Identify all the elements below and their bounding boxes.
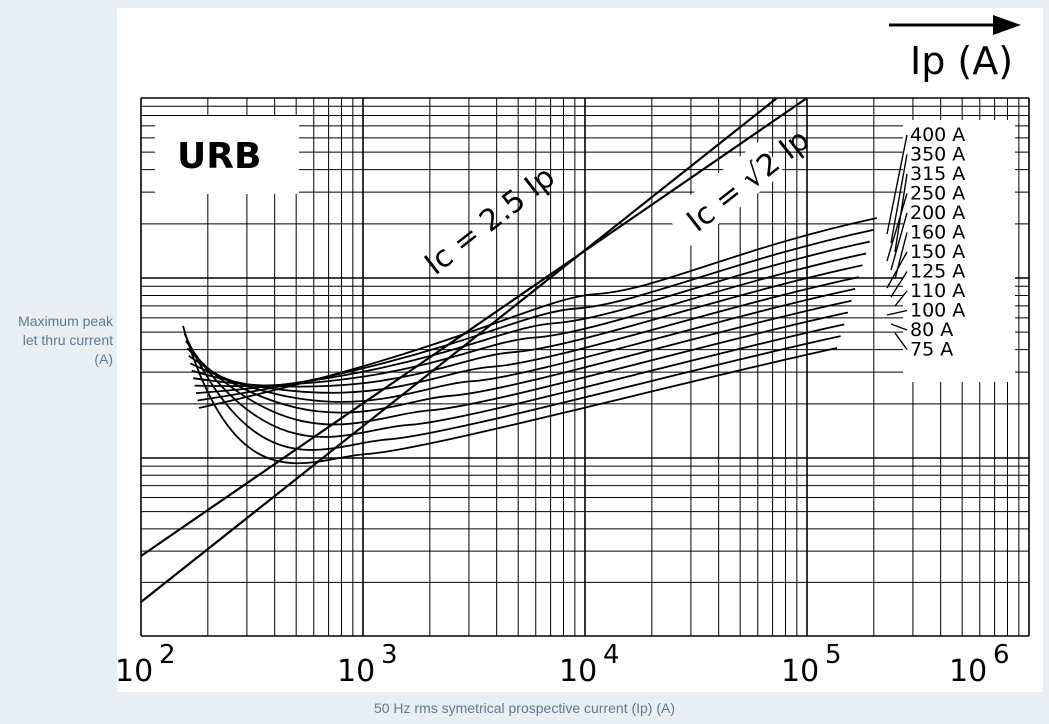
series-leader	[890, 271, 908, 298]
series-leader	[886, 134, 908, 235]
label-backdrop	[903, 120, 1015, 382]
title-box	[155, 116, 299, 194]
series-leader	[886, 193, 908, 262]
reference-line-label: Ic = √2 Ip	[680, 122, 816, 239]
fuse-curve	[193, 264, 863, 388]
chart-card: Ic = 2.5 Ip Ic = √2 Ip 400 A 350 A 315 A 250…	[117, 8, 1043, 692]
series-label: 110 A	[910, 280, 965, 302]
x-tick-exponent: 2	[159, 640, 176, 670]
x-tick-label: 10	[117, 654, 153, 689]
fuse-curve	[198, 217, 878, 409]
reference-line-label: Ic = 2.5 Ip	[418, 159, 561, 282]
series-label: 80 A	[910, 319, 953, 341]
series-leader	[886, 251, 908, 289]
x-tick-exponent: 3	[381, 640, 398, 670]
x-tick-exponent: 5	[825, 640, 842, 670]
x-tick-exponent: 6	[993, 640, 1010, 670]
ip-axis-note: Ip (A)	[910, 39, 1013, 83]
series-label: 125 A	[910, 261, 965, 283]
fuse-curve	[196, 240, 870, 394]
chart-title: URB	[177, 136, 261, 177]
x-tick-labels: 10 2 10 3 10 4 10 5 10 6	[117, 640, 1010, 689]
series-label: 250 A	[910, 183, 965, 205]
series-label: 75 A	[910, 339, 953, 361]
series-label: 200 A	[910, 202, 965, 224]
fuse-curve	[197, 228, 874, 402]
series-label: 150 A	[910, 241, 965, 263]
fuse-curve	[183, 333, 841, 451]
series-leader	[890, 212, 908, 271]
series-label: 400 A	[910, 124, 965, 146]
fuse-curves	[182, 217, 878, 465]
x-tick-label: 10	[781, 654, 819, 689]
series-leader	[890, 323, 908, 331]
series-leader	[886, 309, 908, 316]
fuse-curve	[185, 323, 845, 438]
series-leader	[894, 290, 908, 307]
fuse-curve	[186, 311, 849, 426]
fuse-curve	[188, 299, 852, 414]
fuse-curve	[194, 252, 867, 388]
series-label: 350 A	[910, 144, 965, 166]
fuse-curve	[189, 288, 856, 403]
x-tick-exponent: 4	[603, 640, 620, 670]
series-leader	[894, 332, 908, 350]
fuse-curve	[191, 276, 860, 394]
x-tick-label: 10	[559, 654, 597, 689]
label-backdrop	[665, 140, 785, 247]
ip-direction-arrow	[889, 15, 1021, 35]
x-tick-label: 10	[949, 654, 987, 689]
series-leader	[890, 154, 908, 244]
reference-line	[140, 97, 778, 603]
x-tick-label: 10	[337, 654, 375, 689]
reference-line	[140, 97, 808, 557]
x-axis-title: 50 Hz rms symetrical prospective current…	[373, 700, 676, 716]
series-label: 315 A	[910, 163, 965, 185]
y-axis-title: Maximum peak let thru current (A)	[18, 313, 113, 367]
fuse-curve	[182, 325, 838, 465]
series-label: 160 A	[910, 222, 965, 244]
series-label: 100 A	[910, 300, 965, 322]
